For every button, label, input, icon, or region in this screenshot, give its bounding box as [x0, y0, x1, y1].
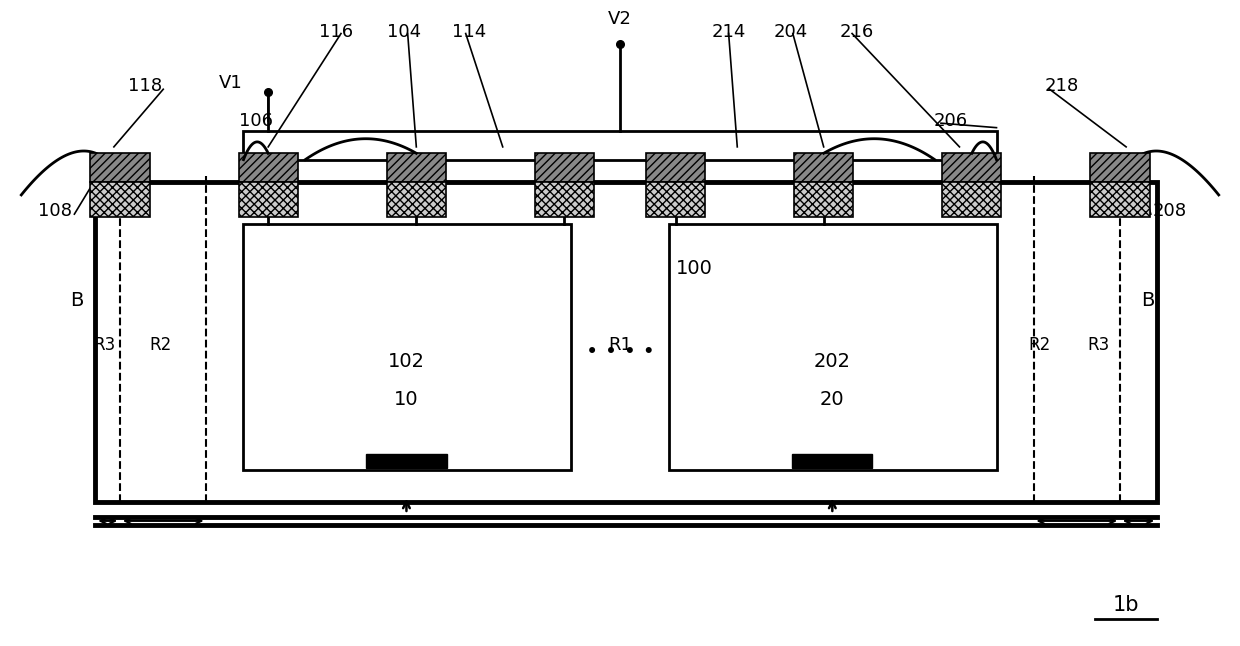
Bar [95, 182, 1157, 503]
Bar [534, 182, 594, 217]
Text: 202: 202 [813, 352, 851, 371]
Bar [1090, 182, 1149, 217]
Bar [942, 182, 1002, 217]
Text: R1: R1 [608, 337, 632, 355]
Bar [238, 182, 298, 217]
Text: 102: 102 [388, 352, 425, 371]
Text: V1: V1 [219, 74, 243, 92]
Text: 106: 106 [239, 112, 273, 130]
Text: 216: 216 [839, 23, 874, 41]
Text: • • • •: • • • • [585, 342, 655, 362]
Text: 104: 104 [387, 23, 422, 41]
Bar [794, 153, 853, 182]
Text: 114: 114 [453, 23, 486, 41]
Bar [387, 153, 446, 182]
Text: B: B [71, 291, 83, 310]
Bar [534, 153, 594, 182]
Text: 204: 204 [774, 23, 807, 41]
Text: 208: 208 [1152, 202, 1187, 220]
Text: R2: R2 [150, 337, 172, 355]
Bar [238, 153, 298, 182]
Text: 116: 116 [319, 23, 353, 41]
Bar [942, 153, 1002, 182]
Bar [243, 131, 997, 160]
Text: B': B' [1142, 291, 1161, 310]
Text: V2: V2 [608, 10, 632, 28]
Text: 20: 20 [820, 390, 844, 410]
Text: 218: 218 [1045, 77, 1079, 95]
Bar [1090, 153, 1149, 182]
Bar [646, 153, 706, 182]
Text: 118: 118 [128, 77, 161, 95]
Bar [366, 453, 446, 468]
Bar [792, 453, 873, 468]
Bar [387, 182, 446, 217]
Text: 10: 10 [394, 390, 419, 410]
Text: 108: 108 [37, 202, 72, 220]
Text: 214: 214 [712, 23, 745, 41]
Text: R2: R2 [1029, 337, 1050, 355]
Bar [91, 153, 150, 182]
Bar [670, 224, 997, 470]
Bar [243, 224, 570, 470]
Bar [646, 182, 706, 217]
Text: 206: 206 [934, 112, 968, 130]
Bar [91, 182, 150, 217]
Text: R3: R3 [93, 337, 115, 355]
Text: R3: R3 [1087, 337, 1110, 355]
Bar [794, 182, 853, 217]
Text: 1b: 1b [1112, 595, 1140, 615]
Text: 100: 100 [676, 259, 713, 278]
